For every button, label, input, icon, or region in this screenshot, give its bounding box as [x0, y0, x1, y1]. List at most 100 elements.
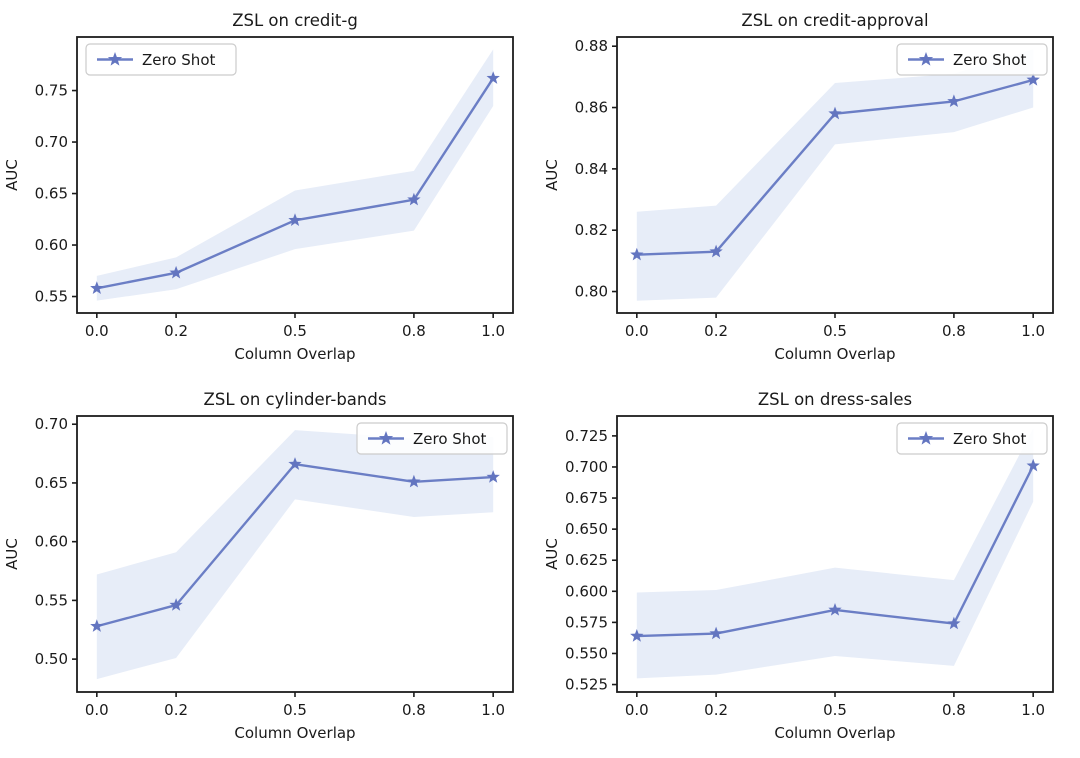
y-tick-label: 0.65 — [35, 185, 68, 203]
x-tick-label: 0.5 — [823, 701, 847, 719]
legend-star-marker — [107, 52, 123, 66]
confidence-band — [96, 430, 494, 680]
data-point-star-marker — [1026, 458, 1040, 472]
y-tick-label: 0.84 — [575, 160, 608, 178]
chart-cell-cylinder-bands: 0.0 0.2 0.5 0.8 1.0 0.50 0.55 0.60 0.65 0.70 ZSL o… — [0, 379, 540, 758]
legend-box — [85, 43, 237, 76]
data-point-star-marker — [90, 619, 104, 632]
y-tick-label: 0.55 — [35, 288, 68, 306]
y-tick-label: 0.675 — [565, 489, 608, 507]
data-point-star-marker — [90, 281, 104, 294]
x-tick-label: 0.2 — [164, 701, 188, 719]
data-point-star-marker — [407, 192, 421, 206]
legend-star-marker — [918, 431, 934, 445]
x-axis-label: Column Overlap — [234, 724, 355, 742]
y-tick-label: 0.700 — [565, 458, 608, 476]
x-tick-label: 0.2 — [704, 701, 728, 719]
x-tick-label: 0.0 — [625, 701, 649, 719]
y-tick-label: 0.80 — [575, 283, 608, 301]
y-tick-label: 0.60 — [35, 533, 68, 551]
chart-title: ZSL on credit-g — [232, 11, 358, 30]
y-tick-label: 0.88 — [575, 37, 608, 55]
y-axis-label: AUC — [3, 159, 21, 191]
data-point-star-marker — [407, 474, 421, 488]
legend-star-marker — [918, 52, 934, 66]
legend-label: Zero Shot — [953, 51, 1026, 69]
x-tick-label: 1.0 — [481, 701, 505, 719]
x-tick-label: 0.0 — [625, 322, 649, 340]
data-point-star-marker — [947, 94, 961, 108]
y-tick-label: 0.82 — [575, 221, 608, 239]
y-tick-label: 0.725 — [565, 427, 608, 445]
y-tick-label: 0.86 — [575, 99, 608, 117]
x-tick-label: 1.0 — [1021, 701, 1045, 719]
chart-title: ZSL on cylinder-bands — [204, 390, 387, 409]
y-tick-label: 0.600 — [565, 582, 608, 600]
data-point-star-marker — [169, 265, 183, 279]
x-tick-label: 1.0 — [481, 322, 505, 340]
chart-title: ZSL on credit-approval — [741, 11, 928, 30]
data-point-star-marker — [288, 213, 302, 226]
y-tick-label: 0.60 — [35, 236, 68, 254]
y-axis-label: AUC — [543, 159, 561, 191]
chart-svg-dress-sales: 0.0 0.2 0.5 0.8 1.0 0.525 0.550 0.575 0.600 0.625… — [543, 390, 1054, 742]
data-point-star-marker — [630, 629, 644, 642]
data-point-star-marker — [486, 71, 500, 84]
x-tick-label: 0.8 — [942, 322, 966, 340]
legend-star-marker — [378, 431, 394, 445]
chart-svg-cylinder-bands: 0.0 0.2 0.5 0.8 1.0 0.50 0.55 0.60 0.65 0.70 ZSL o… — [3, 390, 514, 742]
x-tick-label: 0.2 — [164, 322, 188, 340]
data-point-star-marker — [288, 457, 302, 470]
x-tick-label: 1.0 — [1021, 322, 1045, 340]
data-point-star-marker — [947, 616, 961, 630]
legend-label: Zero Shot — [413, 430, 486, 448]
legend-box — [896, 43, 1048, 76]
data-point-star-marker — [630, 247, 644, 261]
y-axis-label: AUC — [3, 538, 21, 570]
confidence-band — [636, 428, 1034, 679]
y-tick-label: 0.70 — [35, 133, 68, 151]
x-tick-label: 0.5 — [283, 701, 307, 719]
x-tick-label: 0.0 — [85, 322, 109, 340]
legend-box — [356, 422, 508, 455]
legend-label: Zero Shot — [142, 51, 215, 69]
chart-cell-credit-approval: 0.0 0.2 0.5 0.8 1.0 0.80 0.82 0.84 0.86 0.88 ZSL o… — [540, 0, 1080, 379]
x-tick-label: 0.5 — [283, 322, 307, 340]
y-tick-label: 0.625 — [565, 551, 608, 569]
x-axis-label: Column Overlap — [234, 345, 355, 363]
chart-svg-credit-g: 0.0 0.2 0.5 0.8 1.0 0.55 0.60 0.65 0.70 0.75 ZSL o… — [3, 11, 514, 363]
x-tick-label: 0.8 — [942, 701, 966, 719]
y-tick-label: 0.575 — [565, 613, 608, 631]
chart-svg-credit-approval: 0.0 0.2 0.5 0.8 1.0 0.80 0.82 0.84 0.86 0.88 ZSL o… — [543, 11, 1054, 363]
x-axis-label: Column Overlap — [774, 345, 895, 363]
x-tick-label: 0.5 — [823, 322, 847, 340]
confidence-band — [96, 49, 494, 301]
chart-title: ZSL on dress-sales — [758, 390, 912, 409]
y-tick-label: 0.550 — [565, 644, 608, 662]
legend-label: Zero Shot — [953, 430, 1026, 448]
x-tick-label: 0.2 — [704, 322, 728, 340]
chart-cell-credit-g: 0.0 0.2 0.5 0.8 1.0 0.55 0.60 0.65 0.70 0.75 ZSL o… — [0, 0, 540, 379]
y-axis-label: AUC — [543, 538, 561, 570]
data-point-star-marker — [828, 106, 842, 120]
confidence-band — [636, 49, 1034, 301]
data-point-star-marker — [828, 602, 842, 616]
data-point-star-marker — [1026, 72, 1040, 86]
y-tick-label: 0.65 — [35, 474, 68, 492]
y-tick-label: 0.70 — [35, 415, 68, 433]
legend-box — [896, 422, 1048, 455]
x-tick-label: 0.8 — [402, 701, 426, 719]
y-tick-label: 0.55 — [35, 591, 68, 609]
y-tick-label: 0.525 — [565, 676, 608, 694]
x-tick-label: 0.8 — [402, 322, 426, 340]
y-tick-label: 0.50 — [35, 650, 68, 668]
y-tick-label: 0.75 — [35, 82, 68, 100]
x-tick-label: 0.0 — [85, 701, 109, 719]
y-tick-label: 0.650 — [565, 520, 608, 538]
data-point-star-marker — [486, 470, 500, 483]
chart-cell-dress-sales: 0.0 0.2 0.5 0.8 1.0 0.525 0.550 0.575 0.600 0.625… — [540, 379, 1080, 758]
data-point-star-marker — [709, 244, 723, 258]
data-point-star-marker — [169, 598, 183, 611]
x-axis-label: Column Overlap — [774, 724, 895, 742]
